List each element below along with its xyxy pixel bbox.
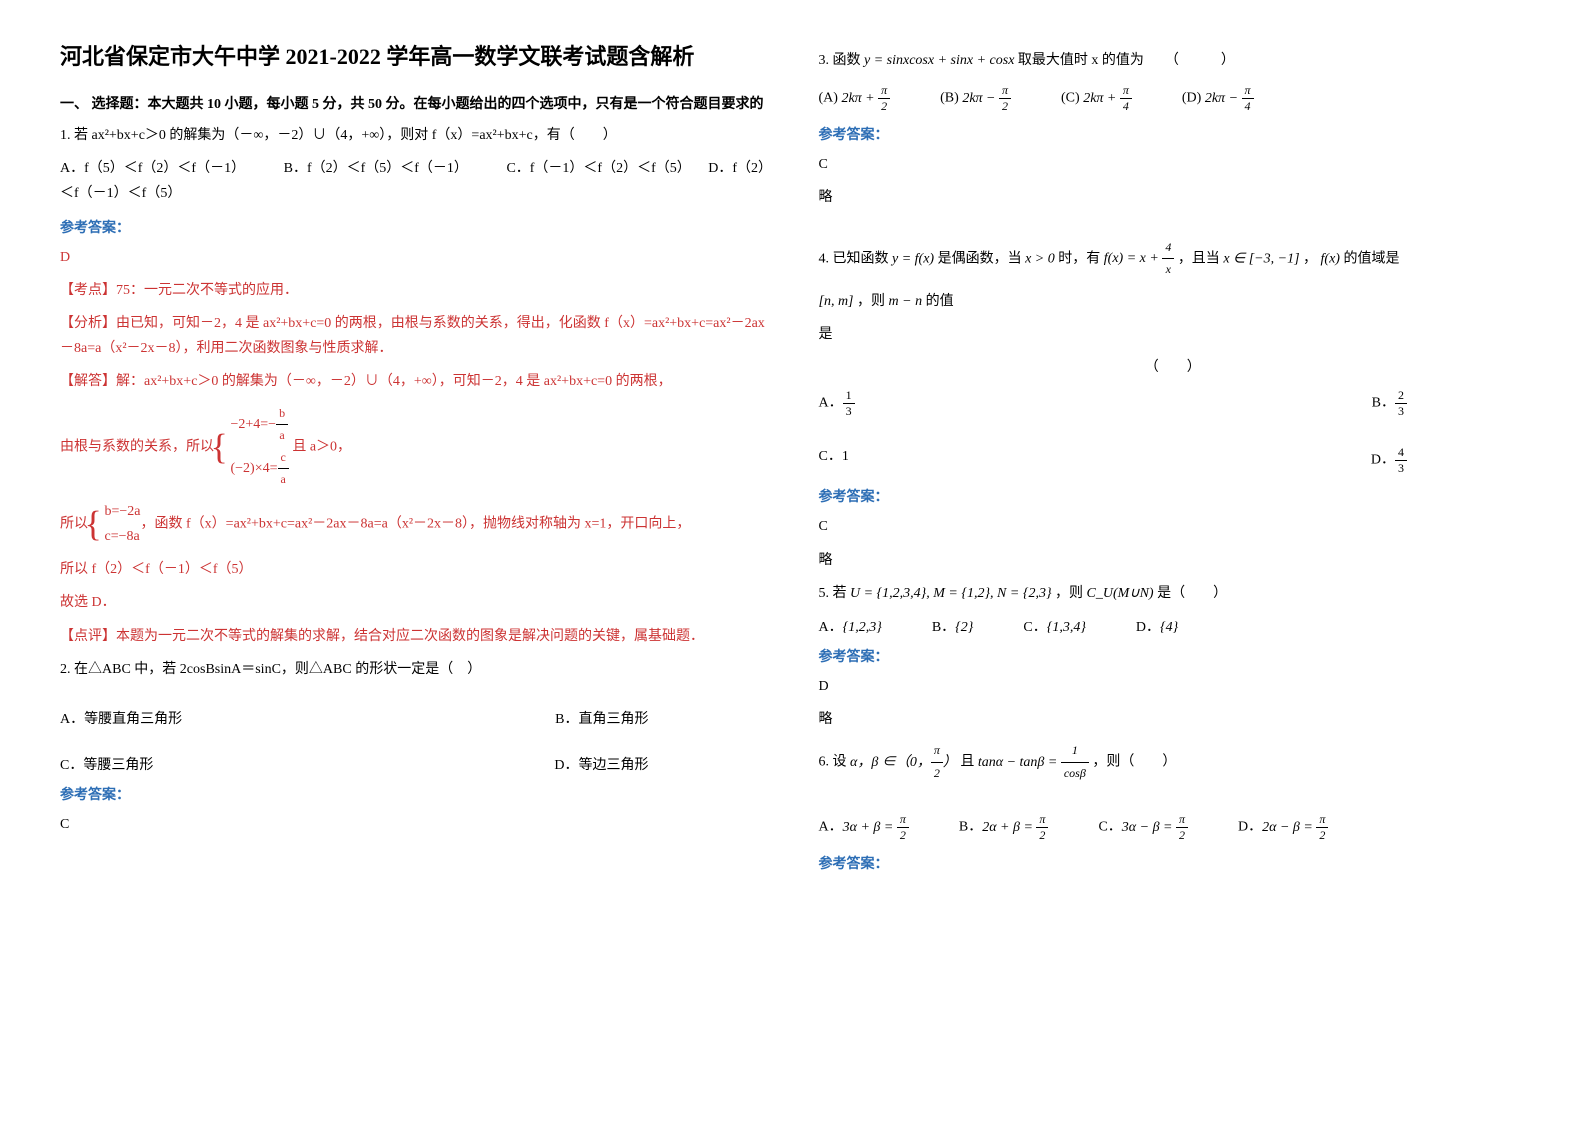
q2-optD: D．等边三角形 [554,754,648,774]
q2-optB: B．直角三角形 [555,708,648,728]
kaodian-text: 75：一元二次不等式的应用． [116,283,298,298]
q5-optC: C．{1,3,4} [1023,616,1086,636]
q6-options: A．3α + β = π2 B．2α + β = π2 C．3α − β = π… [819,812,1528,843]
q2-optC: C．等腰三角形 [60,754,153,774]
eq1-line1: −2+4=−ba [231,417,289,432]
q1-jieda2: 由根与系数的关系，所以 −2+4=−ba (−2)×4=ca 且 a＞0， [60,403,769,491]
q1-kaodian: 【考点】75：一元二次不等式的应用． [60,278,769,303]
q3-answer: C [819,152,1528,177]
fenxi-label: 【分析】 [60,316,116,331]
eq1-line2: (−2)×4=ca [231,461,289,476]
q3-stem: 3. 函数 y = sinxcosx + sinx + cosx 取最大值时 x… [819,48,1528,73]
q2-stem: 2. 在△ABC 中，若 2cosBsinA＝sinC，则△ABC 的形状一定是… [60,657,769,682]
q6-range: α，β ∈（0，π2） [850,755,957,770]
q6-optB: B．2α + β = π2 [959,812,1049,843]
q4-opts-row1: A．13 B．23 [819,388,1528,419]
q1-jieda5: 故选 D． [60,590,769,615]
q3-options: (A) 2kπ + π2 (B) 2kπ − π2 (C) 2kπ + π4 (… [819,83,1528,114]
jieda2-pre: 由根与系数的关系，所以 [60,439,214,454]
q3-stem-pre: 3. 函数 [819,53,861,68]
q5-optA: A．{1,2,3} [819,616,882,636]
right-column: 3. 函数 y = sinxcosx + sinx + cosx 取最大值时 x… [819,40,1528,879]
q6-eq: tanα − tanβ = 1cosβ [978,755,1089,770]
q6-stem: 6. 设 α，β ∈（0，π2） 且 tanα − tanβ = 1cosβ ，… [819,740,1528,784]
q3-stem-post: 取最大值时 x 的值为 （ ） [1018,53,1235,68]
q1-options: A．f（5）＜f（2）＜f（－1） B．f（2）＜f（5）＜f（－1） C．f（… [60,156,769,206]
q1-jieda4: 所以 f（2）＜f（－1）＜f（5） [60,557,769,582]
brace-system-1: −2+4=−ba (−2)×4=ca [218,403,289,491]
q2-optA: A．等腰直角三角形 [60,708,182,728]
q3-note: 略 [819,185,1528,210]
eq2-line2: c=−8a [105,529,140,544]
q4-optD: D．43 [1371,445,1407,476]
q2-answer-label: 参考答案： [60,784,769,804]
dianping-text: 本题为一元二次不等式的解集的求解，结合对应二次函数的图象是解决问题的关键，属基础… [116,629,704,644]
document-title: 河北省保定市大午中学 2021-2022 学年高一数学文联考试题含解析 [60,40,769,73]
dianping-label: 【点评】 [60,629,116,644]
q5-options: A．{1,2,3} B．{2} C．{1,3,4} D．{4} [819,616,1528,636]
q6-optA: A．3α + β = π2 [819,812,909,843]
q1-answer: D [60,245,769,270]
frac-c-a: ca [278,447,289,491]
q4-optC: C．1 [819,445,849,476]
q4-optA: A．13 [819,388,855,419]
q2-opts-row1: A．等腰直角三角形 B．直角三角形 [60,708,769,728]
q4-optB: B．23 [1372,388,1407,419]
q4-fx-formula: f(x) = x + 4x [1104,251,1175,266]
jieda2-post: 且 a＞0， [292,439,351,454]
q1-optA: A．f（5）＜f（2）＜f（－1） [60,161,238,176]
q1-optB: B．f（2）＜f（5）＜f（－1） [284,161,461,176]
frac-b-a: ba [276,403,288,447]
q2-opts-row2: C．等腰三角形 D．等边三角形 [60,754,769,774]
q6-optD: D．2α − β = π2 [1238,812,1328,843]
q6-answer-label: 参考答案： [819,853,1528,873]
q4-stem-line2: [n, m] ，则 m − n 的值 [819,289,1528,314]
q5-note: 略 [819,707,1528,732]
q3-answer-label: 参考答案： [819,124,1528,144]
eq2-line1: b=−2a [105,504,141,519]
q5-stem: 5. 若 U = {1,2,3,4}, M = {1,2}, N = {2,3}… [819,581,1528,606]
q1-stem: 1. 若 ax²+bx+c＞0 的解集为（－∞，－2）∪（4，+∞），则对 f（… [60,123,769,148]
q4-stem-line3: 是 [819,322,1528,347]
q6-optC: C．3α − β = π2 [1098,812,1188,843]
q1-jieda3: 所以 b=−2a c=−8a ，函数 f（x）=ax²+bx+c=ax²－2ax… [60,499,769,549]
kaodian-label: 【考点】 [60,283,116,298]
section-heading: 一、 选择题：本大题共 10 小题，每小题 5 分，共 50 分。在每小题给出的… [60,93,769,113]
q5-answer: D [819,674,1528,699]
q4-answer-label: 参考答案： [819,486,1528,506]
q3-optC: (C) 2kπ + π4 [1061,83,1132,114]
fenxi-text: 由已知，可知－2，4 是 ax²+bx+c=0 的两根，由根与系数的关系，得出，… [60,316,765,356]
q3-optA: (A) 2kπ + π2 [819,83,891,114]
q4-answer: C [819,514,1528,539]
q1-answer-label: 参考答案： [60,217,769,237]
q4-opts-row2: C．1 D．43 [819,445,1528,476]
jieda1-text: 解：ax²+bx+c＞0 的解集为（－∞，－2）∪（4，+∞），可知－2，4 是… [116,374,672,389]
jieda3-post: ，函数 f（x）=ax²+bx+c=ax²－2ax－8a=a（x²－2x－8），… [141,516,691,531]
q4-paren: （ ） [819,355,1528,380]
q2-answer: C [60,812,769,837]
q1-optC: C．f（－1）＜f（2）＜f（5） [506,161,690,176]
jieda-label: 【解答】 [60,374,116,389]
q5-answer-label: 参考答案： [819,646,1528,666]
left-column: 河北省保定市大午中学 2021-2022 学年高一数学文联考试题含解析 一、 选… [60,40,769,879]
brace-system-2: b=−2a c=−8a [92,499,141,549]
q3-formula: y = sinxcosx + sinx + cosx [864,53,1014,68]
q3-optD: (D) 2kπ − π4 [1182,83,1254,114]
q1-jieda1: 【解答】解：ax²+bx+c＞0 的解集为（－∞，－2）∪（4，+∞），可知－2… [60,369,769,394]
q4-note: 略 [819,548,1528,573]
q3-optB: (B) 2kπ − π2 [940,83,1011,114]
q1-dianping: 【点评】本题为一元二次不等式的解集的求解，结合对应二次函数的图象是解决问题的关键… [60,624,769,649]
q5-optD: D．{4} [1136,616,1178,636]
q4-stem: 4. 已知函数 y = f(x) 是偶函数，当 x > 0 时，有 f(x) =… [819,237,1528,281]
q5-optB: B．{2} [932,616,974,636]
q1-fenxi: 【分析】由已知，可知－2，4 是 ax²+bx+c=0 的两根，由根与系数的关系… [60,311,769,361]
